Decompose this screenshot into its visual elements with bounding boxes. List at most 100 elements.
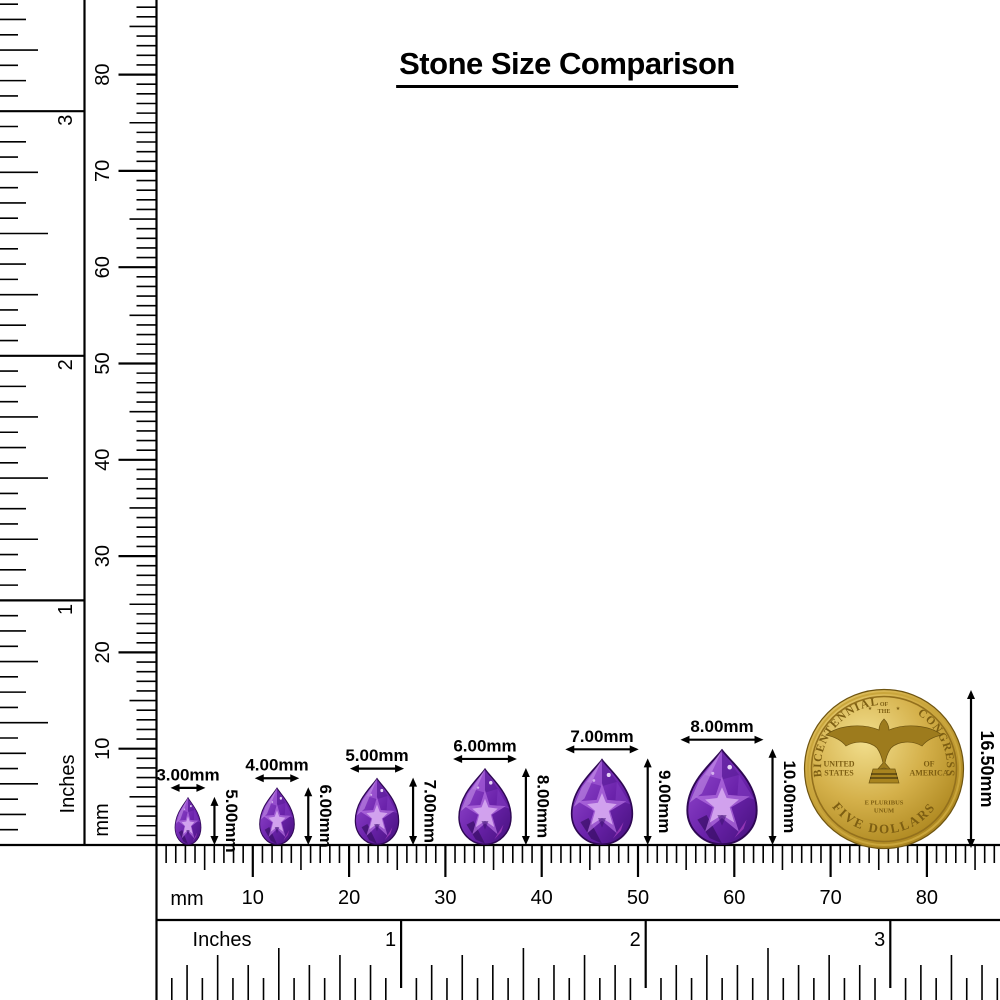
coin-motto-1: E PLURIBUS — [865, 800, 904, 807]
bottom-mm-number: 20 — [338, 887, 360, 909]
bottom-inch-number: 2 — [630, 929, 641, 951]
left-mm-number: 10 — [92, 738, 114, 760]
bottom-mm-number: 50 — [627, 887, 649, 909]
stone-width-label: 6.00mm — [453, 736, 516, 755]
bottom-mm-number: 80 — [916, 887, 938, 909]
coin-of: OF — [880, 702, 889, 708]
eagle-body — [825, 718, 943, 771]
stones-group: 3.00mm5.00mm4.00mm6.00mm5.00mm7.00mm6.00… — [156, 717, 799, 852]
left-mm-number: 40 — [92, 449, 114, 471]
coin-america: AMERICA — [909, 769, 948, 778]
stone-width-label: 3.00mm — [156, 765, 219, 784]
stone-3 — [354, 777, 400, 846]
coin-star-icon: ★ — [868, 706, 873, 712]
arrow-head — [210, 836, 219, 845]
left-inch-number: 2 — [55, 359, 77, 370]
left-mm-unit-label: mm — [91, 803, 113, 836]
arrow-head — [254, 774, 264, 783]
arrow-head — [565, 745, 575, 754]
stone-6 — [686, 749, 758, 846]
stone-height-arrow — [768, 748, 777, 845]
coin-states: STATES — [824, 769, 854, 778]
stone-height-arrow — [643, 758, 652, 845]
left-inches-unit-label: Inches — [57, 755, 79, 814]
arrow-head — [629, 745, 639, 754]
coin-united: UNITED — [823, 760, 854, 769]
coin-star-icon: ★ — [896, 706, 901, 712]
stone-1 — [174, 797, 202, 846]
arrow-head — [304, 787, 313, 797]
bottom-inches-unit-label: Inches — [193, 929, 252, 951]
arrow-head — [967, 690, 975, 699]
bottom-inch-number: 3 — [874, 929, 885, 951]
coin-inner-rim — [810, 695, 958, 843]
arrow-head — [768, 748, 777, 758]
stone-width-arrow — [680, 735, 764, 744]
stone-width-arrow — [453, 754, 517, 763]
left-mm-number: 30 — [92, 545, 114, 567]
stone-width-arrow — [349, 764, 405, 773]
page-title: Stone Size Comparison — [396, 46, 738, 88]
arrow-head — [643, 836, 652, 845]
stone-width-label: 4.00mm — [245, 756, 308, 775]
bottom-mm-number: 40 — [531, 887, 553, 909]
bottom-mm-number: 10 — [242, 887, 264, 909]
stone-2 — [259, 787, 295, 845]
stone-width-label: 8.00mm — [690, 717, 753, 736]
left-mm-number: 20 — [92, 641, 114, 663]
bottom-mm-unit-label: mm — [170, 888, 203, 910]
left-mm-number: 60 — [92, 256, 114, 278]
arrow-head — [170, 783, 180, 792]
left-inch-number: 1 — [55, 604, 77, 615]
stone-width-arrow — [170, 783, 206, 792]
stone-height-label: 5.00mm — [222, 789, 241, 852]
left-rulers: 1 2 3 Inches 10 20 30 40 50 60 70 80 mm — [0, 0, 1000, 847]
left-inch-number: 3 — [55, 115, 77, 126]
coin-rim — [807, 692, 961, 846]
coin-of-2: OF — [923, 760, 934, 769]
eagle-icon — [825, 718, 943, 784]
stone-height-arrow — [304, 787, 313, 845]
arrow-head — [196, 783, 206, 792]
arrow-head — [507, 754, 517, 763]
stone-height-label: 7.00mm — [421, 780, 440, 843]
arrow-head — [409, 777, 418, 787]
stone-width-label: 5.00mm — [345, 746, 408, 765]
arrow-head — [967, 839, 975, 848]
stone-height-arrow — [210, 796, 219, 845]
bottom-mm-number: 60 — [723, 887, 745, 909]
coin-height-arrow — [967, 690, 975, 848]
bottom-inch-number: 1 — [385, 929, 396, 951]
stone-width-label: 7.00mm — [570, 727, 633, 746]
stone-4 — [458, 768, 512, 846]
bottom-rulers: 10 20 30 40 50 60 70 80 mm Inches 1 2 3 — [155, 845, 1000, 1000]
coin-motto-2: UNUM — [874, 808, 894, 815]
arrow-head — [290, 774, 300, 783]
stone-5 — [570, 758, 634, 845]
stone-height-label: 6.00mm — [316, 784, 335, 847]
stone-width-arrow — [565, 745, 639, 754]
left-mm-number: 50 — [92, 352, 114, 374]
stone-height-label: 9.00mm — [655, 770, 674, 833]
arrow-head — [395, 764, 405, 773]
left-mm-number: 80 — [92, 63, 114, 85]
arrow-head — [643, 758, 652, 768]
arrow-head — [521, 836, 530, 845]
eagle-pedestal — [868, 768, 900, 784]
arrow-head — [768, 836, 777, 845]
bottom-mm-number: 70 — [819, 887, 841, 909]
left-mm-number: 70 — [92, 160, 114, 182]
stone-height-label: 8.00mm — [533, 775, 552, 838]
arrow-head — [210, 796, 219, 806]
arrow-head — [680, 735, 690, 744]
stone-height-arrow — [409, 777, 418, 845]
coin-height-label: 16.50mm — [977, 730, 997, 807]
arrow-head — [453, 754, 463, 763]
stone-height-label: 10.00mm — [780, 760, 799, 833]
arrow-head — [754, 735, 764, 744]
stone-width-arrow — [254, 774, 300, 783]
